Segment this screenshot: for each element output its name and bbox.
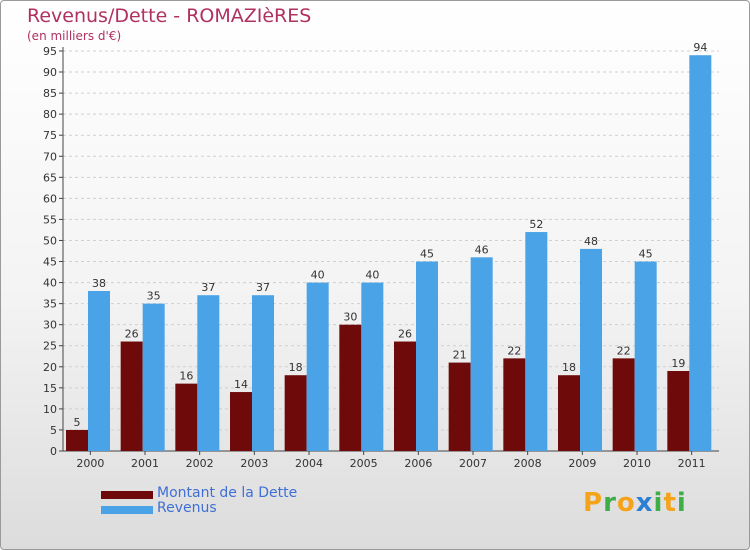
proxiti-logo: Proxiti xyxy=(583,488,687,518)
bar-dette xyxy=(558,375,580,451)
data-label: 37 xyxy=(256,281,270,294)
x-tick-label: 2000 xyxy=(76,457,104,470)
data-label: 26 xyxy=(125,328,139,341)
legend-label-dette: Montant de la Dette xyxy=(157,485,298,501)
data-label: 30 xyxy=(343,311,357,324)
y-tick-label: 50 xyxy=(43,234,57,247)
bar-revenus xyxy=(470,257,493,451)
bar-revenus xyxy=(306,282,329,451)
x-tick-label: 2004 xyxy=(295,457,323,470)
y-tick-label: 90 xyxy=(43,66,57,79)
y-tick-label: 95 xyxy=(43,45,57,58)
data-label: 40 xyxy=(365,269,379,282)
bar-revenus xyxy=(580,248,602,451)
bar-dette xyxy=(66,429,88,451)
data-label: 40 xyxy=(311,269,325,282)
bar-dette xyxy=(230,392,252,451)
bar-dette xyxy=(120,341,143,451)
logo-letter: t xyxy=(663,488,677,518)
data-label: 26 xyxy=(398,328,412,341)
bar-dette xyxy=(448,362,471,451)
x-tick-label: 2003 xyxy=(240,457,268,470)
y-tick-label: 20 xyxy=(43,361,57,374)
logo-letter: i xyxy=(653,488,664,518)
bar-revenus xyxy=(252,295,274,451)
bar-dette xyxy=(284,375,307,451)
chart-title: Revenus/Dette - ROMAZIèRES xyxy=(27,5,312,27)
bar-revenus xyxy=(689,55,712,452)
data-label: 46 xyxy=(475,243,489,256)
x-tick-label: 2008 xyxy=(514,457,542,470)
y-tick-label: 80 xyxy=(43,108,57,121)
bar-revenus xyxy=(361,282,384,451)
y-tick-label: 65 xyxy=(43,171,57,184)
bar-dette xyxy=(612,358,635,451)
logo-letter: x xyxy=(635,488,654,518)
y-tick-label: 85 xyxy=(43,87,57,100)
y-tick-label: 40 xyxy=(43,277,57,290)
y-tick-label: 45 xyxy=(43,256,57,269)
x-tick-label: 2002 xyxy=(186,457,214,470)
data-label: 45 xyxy=(420,248,434,261)
bar-revenus xyxy=(634,261,657,451)
x-tick-label: 2011 xyxy=(678,457,706,470)
data-label: 38 xyxy=(92,277,106,290)
x-tick-label: 2010 xyxy=(623,457,651,470)
x-tick-label: 2006 xyxy=(404,457,432,470)
data-label: 21 xyxy=(453,349,467,362)
x-tick-label: 2007 xyxy=(459,457,487,470)
data-label: 35 xyxy=(147,290,161,303)
data-label: 37 xyxy=(201,281,215,294)
bar-revenus xyxy=(525,232,548,451)
bar-dette xyxy=(667,371,690,451)
y-tick-label: 5 xyxy=(50,424,57,437)
y-tick-label: 10 xyxy=(43,403,57,416)
y-tick-label: 70 xyxy=(43,150,57,163)
data-label: 18 xyxy=(562,361,576,374)
y-tick-label: 30 xyxy=(43,319,57,332)
logo-letter: P xyxy=(583,488,604,518)
legend-label-revenus: Revenus xyxy=(157,500,217,516)
bar-dette xyxy=(339,324,362,451)
logo-letter: i xyxy=(676,488,687,518)
bar-revenus xyxy=(142,303,165,451)
x-tick-label: 2009 xyxy=(568,457,596,470)
data-label: 45 xyxy=(639,248,653,261)
bar-revenus xyxy=(88,291,110,451)
logo-letter: o xyxy=(616,488,636,518)
data-label: 19 xyxy=(671,357,685,370)
chart-subtitle: (en milliers d'€) xyxy=(27,29,122,43)
data-label: 18 xyxy=(289,361,303,374)
legend-swatch-dette xyxy=(101,491,153,499)
data-label: 22 xyxy=(617,344,631,357)
legend-swatch-revenus xyxy=(101,506,153,514)
y-tick-label: 60 xyxy=(43,192,57,205)
x-tick-label: 2005 xyxy=(350,457,378,470)
logo-letter: r xyxy=(603,488,617,518)
bar-revenus xyxy=(416,261,438,451)
y-tick-label: 0 xyxy=(50,445,57,458)
x-tick-label: 2001 xyxy=(131,457,159,470)
data-label: 94 xyxy=(693,41,707,54)
y-tick-label: 75 xyxy=(43,129,57,142)
data-label: 16 xyxy=(179,370,193,383)
y-tick-label: 25 xyxy=(43,340,57,353)
data-label: 48 xyxy=(584,235,598,248)
y-tick-label: 55 xyxy=(43,213,57,226)
bar-dette xyxy=(503,358,526,451)
data-label: 14 xyxy=(234,378,248,391)
data-label: 52 xyxy=(529,218,543,231)
data-label: 22 xyxy=(507,344,521,357)
bar-dette xyxy=(394,341,416,451)
y-tick-label: 35 xyxy=(43,298,57,311)
data-label: 5 xyxy=(74,416,81,429)
y-tick-label: 15 xyxy=(43,382,57,395)
bar-revenus xyxy=(197,295,220,451)
bar-dette xyxy=(175,383,198,451)
